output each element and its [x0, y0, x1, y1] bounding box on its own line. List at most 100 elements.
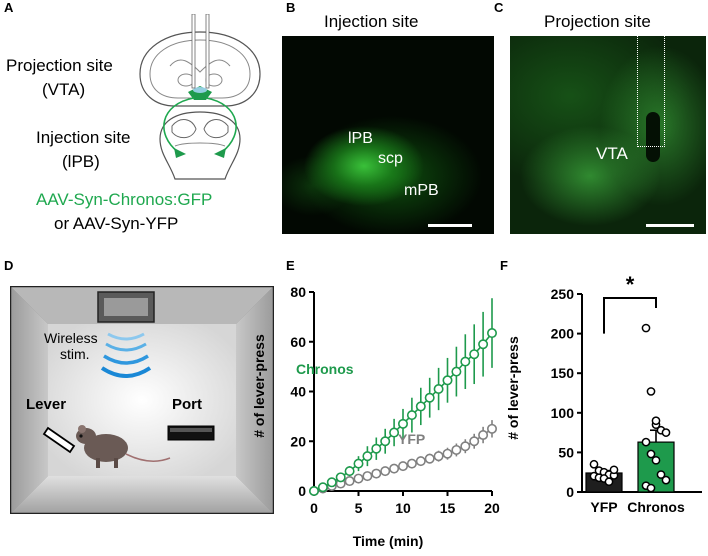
significance-bracket [603, 297, 657, 334]
panel-letter-e: E [286, 258, 295, 273]
y-tick-label: 0 [566, 484, 574, 500]
x-axis-label: Time (min) [353, 533, 424, 549]
y-tick-label: 40 [290, 384, 306, 400]
label-lpb: lPB [348, 130, 373, 147]
projection-site-title: Projection site [544, 12, 651, 31]
y-axis-label: # of lever-press [251, 334, 267, 438]
individual-point [604, 477, 614, 487]
significance-star: * [626, 272, 635, 297]
port-label: Port [172, 396, 202, 413]
individual-point [646, 449, 656, 459]
individual-point [641, 437, 651, 447]
data-point [487, 423, 498, 434]
data-point [353, 473, 364, 484]
injection-site-sub: (lPB) [62, 152, 100, 171]
data-point [478, 430, 489, 441]
individual-point [661, 428, 671, 437]
individual-point [651, 416, 661, 426]
data-point [451, 366, 462, 377]
injection-site-title: Injection site [324, 12, 419, 31]
data-point [362, 471, 373, 482]
panel-letter-b: B [286, 0, 296, 15]
injection-micrograph: lPB scp mPB [282, 36, 494, 234]
individual-point [656, 470, 666, 479]
x-tick-label: 5 [355, 500, 363, 516]
data-point [415, 401, 426, 412]
individual-point [651, 455, 661, 465]
data-point [442, 448, 453, 459]
individual-point [609, 465, 619, 475]
individual-point [646, 483, 656, 493]
data-point [424, 392, 435, 403]
y-tick-label: 250 [551, 286, 575, 302]
x-tick-label: YFP [590, 499, 617, 515]
data-point [442, 375, 453, 386]
data-point [380, 466, 391, 477]
data-point [469, 349, 480, 360]
data-point [451, 444, 462, 455]
data-point [478, 339, 489, 350]
data-point [415, 456, 426, 467]
inset-box [637, 36, 665, 147]
y-axis-label: # of lever-press [505, 336, 521, 440]
data-point [433, 451, 444, 462]
data-point [389, 463, 400, 474]
x-tick-label: Chronos [627, 499, 685, 515]
data-point [362, 451, 373, 462]
data-point [406, 458, 417, 469]
data-point [371, 443, 382, 454]
data-point [389, 427, 400, 438]
yfp-series-label: YFP [398, 431, 425, 447]
chronos-series-label: Chronos [296, 361, 354, 377]
operant-chamber [10, 286, 274, 514]
data-point [326, 477, 337, 488]
data-point [380, 436, 391, 447]
data-point [308, 486, 319, 497]
data-point [317, 482, 328, 493]
data-point [344, 476, 355, 487]
label-scp: scp [378, 150, 403, 167]
panel-letter-c: C [494, 0, 504, 15]
scale-bar [428, 224, 472, 227]
data-point [371, 468, 382, 479]
data-point [460, 441, 471, 452]
y-tick-label: 50 [558, 444, 574, 460]
individual-point [646, 387, 656, 396]
x-tick-label: 15 [440, 500, 456, 516]
panel-letter-f: F [500, 258, 508, 273]
x-tick-label: 10 [395, 500, 411, 516]
y-tick-label: 200 [551, 326, 575, 342]
y-tick-label: 100 [551, 405, 575, 421]
projection-micrograph: VTA [510, 36, 706, 234]
line-chart: 0 20 40 60 80 0 5 10 15 20 # of lever-press Time … [251, 284, 500, 549]
y-tick-label: 60 [290, 334, 306, 350]
y-tick-label: 20 [290, 433, 306, 449]
projection-site-label: Projection site [6, 56, 113, 75]
data-point [398, 461, 409, 472]
wireless-label: Wireless [44, 330, 98, 346]
label-vta: VTA [596, 144, 628, 163]
y-tick-label: 80 [290, 284, 306, 300]
injection-site-label: Injection site [36, 128, 131, 147]
data-point [433, 384, 444, 395]
data-point [487, 328, 498, 339]
data-point [460, 356, 471, 367]
individual-point [661, 475, 671, 485]
x-tick-label: 20 [484, 500, 500, 516]
ventricle [646, 112, 660, 162]
x-tick-label: 0 [310, 500, 318, 516]
virus-yfp-label: or AAV-Syn-YFP [54, 214, 179, 233]
data-point [335, 472, 346, 483]
data-point [353, 458, 364, 469]
stim-label: stim. [60, 346, 90, 362]
bar-chart: 0 50 100 150 200 250 YFP Chronos # of lever-pre… [505, 272, 702, 515]
y-tick-label: 0 [298, 483, 306, 499]
data-point [344, 466, 355, 477]
virus-chronos-label: AAV-Syn-Chronos:GFP [36, 190, 213, 209]
data-point [398, 418, 409, 429]
panel-letter-a: A [4, 0, 14, 15]
brain-schematic [139, 14, 261, 180]
data-point [424, 453, 435, 464]
y-tick-label: 150 [551, 365, 575, 381]
individual-point [589, 459, 599, 469]
